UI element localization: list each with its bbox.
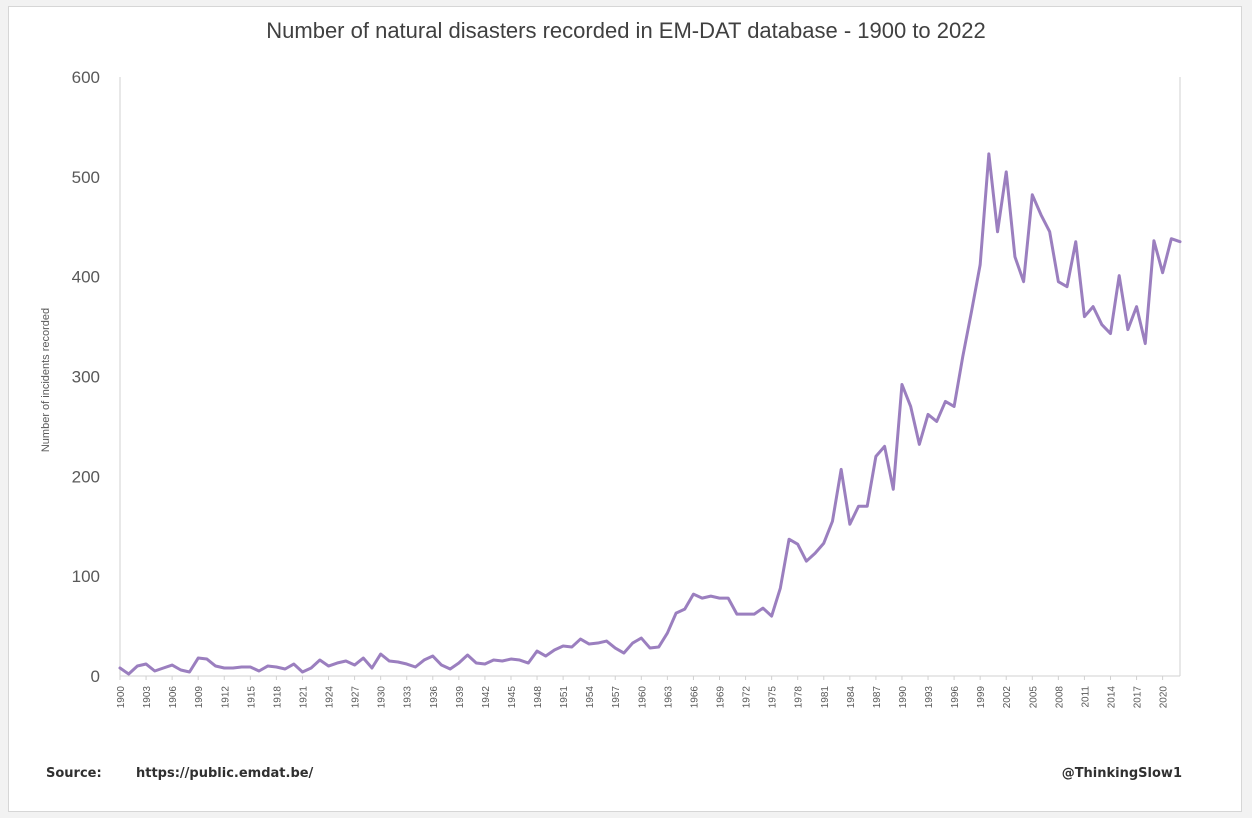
x-tick-label: 1927 [351,686,362,709]
series-line [118,152,1182,676]
x-tick-label: 1978 [794,686,805,709]
x-tick-label: 2002 [1002,686,1013,709]
y-tick-label: 100 [72,567,100,586]
x-tick-label: 2008 [1054,686,1065,709]
x-tick-label: 1954 [585,686,596,709]
x-tick-label: 1912 [220,686,231,709]
y-tick-label: 200 [72,467,100,486]
x-tick-label: 1906 [168,686,179,709]
x-tick-label: 1915 [246,686,257,709]
x-tick-label: 1900 [116,686,127,709]
x-tick-label: 1951 [559,686,570,709]
y-tick-label: 400 [72,268,100,287]
source-label: Source: [46,766,102,781]
x-tick-label: 1981 [820,686,831,709]
x-tick-label: 1975 [768,686,779,709]
x-tick-label: 1942 [481,686,492,709]
x-tick-label: 1972 [742,686,753,709]
x-tick-label: 1966 [689,686,700,709]
x-tick-label: 1990 [898,686,909,709]
chart-frame [8,6,1242,812]
chart-title: Number of natural disasters recorded in … [266,18,986,43]
y-tick-label: 600 [72,68,100,87]
source-url[interactable]: https://public.emdat.be/ [136,766,314,781]
x-tick-label: 1945 [507,686,518,709]
x-tick-label: 1963 [663,686,674,709]
y-tick-label: 500 [72,168,100,187]
x-tick-label: 1948 [533,686,544,709]
x-tick-label: 1969 [716,686,727,709]
x-tick-label: 1987 [872,686,883,709]
y-tick-label: 0 [91,667,100,686]
x-tick-label: 1960 [637,686,648,709]
x-tick-label: 1999 [976,686,987,709]
x-tick-label: 1957 [611,686,622,709]
credit-handle: @ThinkingSlow1 [1061,766,1182,781]
x-tick-labels: 1900 1903 1906 1909 1912 1915 1918 1921 1924 1927… [116,676,1170,708]
y-axis-label: Number of incidents recorded [40,308,52,452]
y-tick-labels: 0 100 200 300 400 500 600 [72,68,100,686]
x-tick-label: 1984 [846,686,857,709]
x-tick-label: 2014 [1106,686,1117,709]
x-tick-label: 1918 [272,686,283,709]
x-tick-label: 2011 [1080,686,1091,708]
x-tick-label: 1939 [455,686,466,709]
x-tick-label: 1930 [377,686,388,709]
x-tick-label: 1933 [403,686,414,709]
series-group [118,152,1182,676]
y-tick-label: 300 [72,368,100,387]
x-tick-label: 2005 [1028,686,1039,709]
x-tick-label: 1921 [298,686,309,709]
x-tick-label: 1924 [325,686,336,709]
x-tick-label: 1936 [429,686,440,709]
x-tick-label: 2017 [1133,686,1144,709]
chart-axes [119,77,1181,677]
x-tick-label: 2020 [1159,686,1170,709]
x-tick-label: 1903 [142,686,153,709]
x-tick-label: 1993 [924,686,935,709]
x-tick-label: 1909 [194,686,205,709]
x-tick-label: 1996 [950,686,961,709]
